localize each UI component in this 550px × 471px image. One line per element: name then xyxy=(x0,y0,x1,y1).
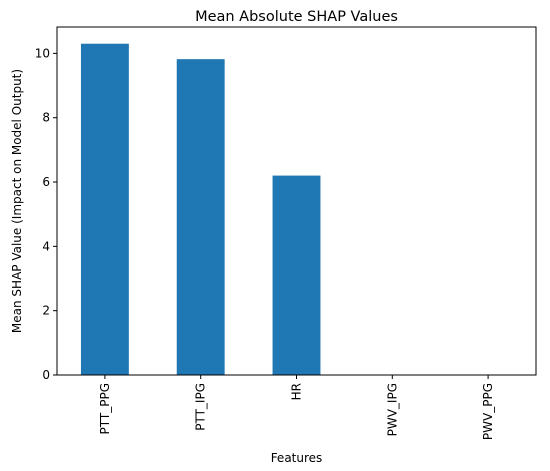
bar-hr xyxy=(272,175,321,375)
bar-ptt-ipg xyxy=(176,59,225,376)
x-tick-label: PTT_IPG xyxy=(194,383,208,431)
x-tick-label: PTT_PPG xyxy=(98,383,112,434)
y-tick-label: 10 xyxy=(35,46,50,60)
y-axis-label: Mean SHAP Value (Impact on Model Output) xyxy=(10,69,24,333)
y-tick-label: 6 xyxy=(42,175,50,189)
x-tick-label: PWV_IPG xyxy=(385,383,399,436)
y-axis-ticks: 0 2 4 6 8 10 xyxy=(35,46,57,382)
x-axis-ticks: PTT_PPG PTT_IPG HR PWV_IPG PWV_PPG xyxy=(98,375,495,440)
x-tick-label: HR xyxy=(290,383,304,400)
bars-group xyxy=(80,43,321,376)
y-tick-label: 0 xyxy=(42,368,50,382)
x-axis-label: Features xyxy=(271,451,323,465)
y-tick-label: 2 xyxy=(42,304,50,318)
y-tick-label: 8 xyxy=(42,111,50,125)
x-tick-label: PWV_PPG xyxy=(481,383,495,440)
chart-title: Mean Absolute SHAP Values xyxy=(195,9,398,25)
bar-ptt-ppg xyxy=(80,43,129,376)
y-tick-label: 4 xyxy=(42,239,50,253)
